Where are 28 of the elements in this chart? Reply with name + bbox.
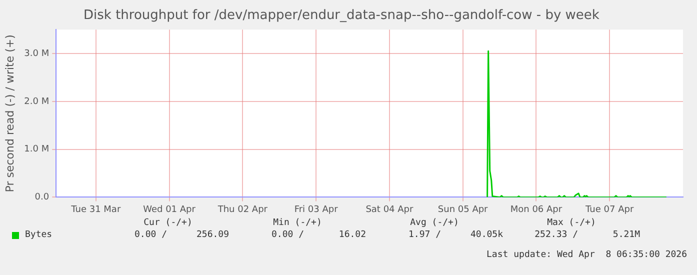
text: 5.21M (612, 230, 640, 240)
x-tick-label: Thu 02 Apr (216, 204, 268, 215)
legend-label: Bytes (25, 230, 52, 240)
y-tick-label: 3.0 M (24, 48, 50, 59)
text: 256.09 (195, 230, 229, 240)
y-tick-label: 1.0 M (24, 144, 50, 155)
text: Last update: Wed Apr 8 06:35:00 2026 (486, 250, 687, 260)
x-tick-label: Tue 07 Apr (584, 204, 634, 215)
x-tick-label: Sun 05 Apr (438, 204, 488, 215)
text: Max (-/+) (546, 218, 597, 228)
x-tick-label: Tue 31 Mar (70, 204, 121, 215)
x-tick-label: Wed 01 Apr (143, 204, 196, 215)
text: 40.05k (469, 230, 503, 240)
x-tick-label: Fri 03 Apr (294, 204, 338, 215)
text: Avg (-/+) (409, 218, 460, 228)
text: Min (-/+) (272, 218, 323, 228)
x-tick-label: Sat 04 Apr (366, 204, 414, 215)
text: Cur (-/+) (142, 218, 194, 228)
chart-title: Disk throughput for /dev/mapper/endur_data-snap--sho--gandolf-cow - by week (84, 8, 600, 24)
y-tick-label: 0.0 (34, 192, 50, 203)
text: 0.00 / (270, 230, 304, 240)
text: 16.02 (338, 230, 366, 240)
text: 0.00 / (133, 230, 167, 240)
x-tick-label: Mon 06 Apr (510, 204, 562, 215)
y-tick-label: 2.0 M (24, 96, 50, 107)
text: 1.97 / (407, 230, 441, 240)
text: 252.33 / (534, 230, 578, 240)
y-axis-title: Pr second read (-) / write (+) (3, 34, 16, 192)
